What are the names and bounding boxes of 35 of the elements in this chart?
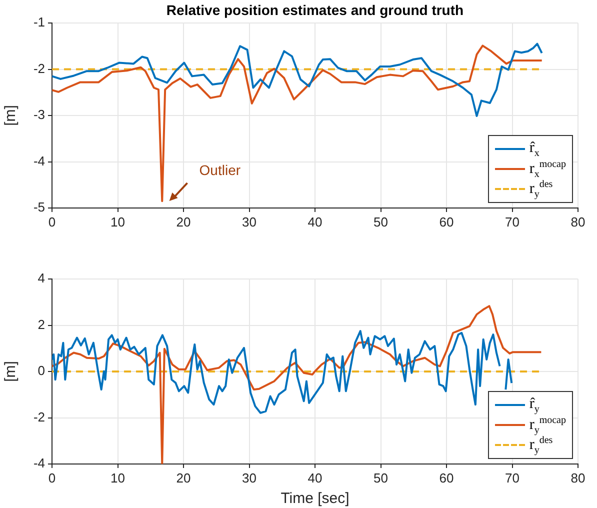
x-tick-label: 20: [176, 470, 191, 486]
y-tick-label: -2: [33, 60, 45, 76]
x-tick-label: 60: [439, 214, 454, 230]
x-tick-label: 80: [570, 214, 586, 230]
x-tick-label: 0: [48, 470, 56, 486]
x-tick-label: 60: [439, 470, 454, 486]
x-tick-label: 70: [505, 470, 520, 486]
x-tick-label: 30: [242, 214, 256, 230]
x-tick-label: 80: [570, 470, 586, 486]
x-tick-label: 10: [110, 214, 125, 230]
x-tick-label: 40: [308, 470, 322, 486]
x-tick-label: 10: [110, 470, 125, 486]
x-tick-label: 50: [374, 470, 388, 486]
x-axis-title: Time [sec]: [280, 490, 350, 508]
x-tick-label: 40: [308, 214, 322, 230]
legend-label: r̂$_{y}$: [529, 396, 540, 414]
y-tick-label: -3: [33, 107, 45, 122]
chart-title: Relative position estimates and ground truth: [165, 2, 465, 18]
y-axis-title: [m]: [2, 105, 20, 126]
y-tick-label: -1: [33, 14, 45, 30]
y-tick-label: 4: [38, 270, 45, 286]
y-tick-label: -5: [33, 200, 45, 215]
x-tick-label: 20: [176, 214, 191, 230]
annotation: Outlier: [199, 162, 241, 178]
y-tick-label: 2: [38, 316, 45, 332]
legend-label: r̂$_{x}$: [529, 140, 540, 158]
y-tick-label: -4: [33, 456, 45, 471]
x-tick-label: 30: [242, 470, 256, 486]
y-tick-label: 0: [38, 363, 45, 378]
y-tick-label: -2: [33, 409, 45, 424]
x-tick-label: 70: [505, 214, 520, 230]
y-axis-title: [m]: [2, 361, 20, 382]
x-tick-label: 0: [48, 214, 56, 230]
y-tick-label: -4: [33, 153, 45, 168]
x-tick-label: 50: [374, 214, 388, 230]
